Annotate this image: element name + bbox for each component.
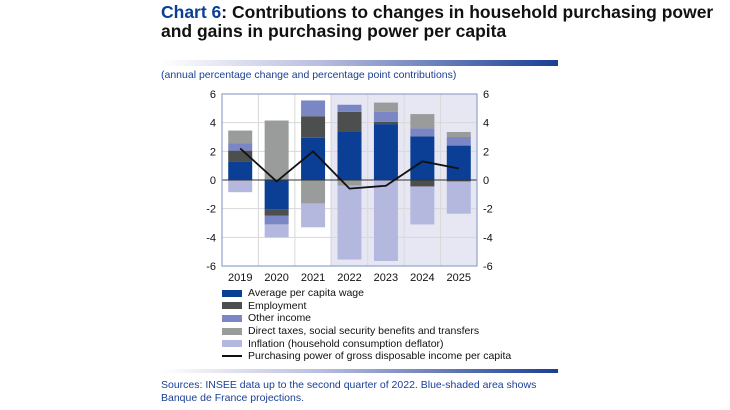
legend-label: Average per capita wage [248, 287, 364, 300]
plot-frame [221, 93, 478, 267]
y-tick-right: 6 [483, 89, 489, 101]
legend-item: Direct taxes, social security benefits a… [222, 325, 511, 338]
y-tick-right: 2 [483, 146, 489, 158]
legend: Average per capita wage Employment Other i… [222, 287, 511, 363]
legend-swatch [222, 340, 242, 348]
bar-segment [410, 114, 435, 129]
bar-segment [446, 181, 471, 214]
bar-segment [337, 180, 362, 186]
bar-segment [446, 145, 471, 180]
legend-swatch [222, 302, 242, 310]
bar-segment [373, 102, 398, 112]
bar-segment [264, 180, 289, 210]
x-tick-label: 2020 [264, 272, 288, 284]
y-tick-left: -4 [206, 232, 216, 244]
bar-segment [410, 186, 435, 225]
legend-item: Employment [222, 300, 511, 313]
legend-item: Other income [222, 312, 511, 325]
y-tick-right: -2 [483, 204, 493, 216]
y-tick-left: 4 [210, 118, 216, 130]
legend-label: Other income [248, 312, 312, 325]
bar-segment [264, 209, 289, 216]
legend-item: Average per capita wage [222, 287, 511, 300]
x-tick-label: 2022 [337, 272, 361, 284]
bar-segment [264, 120, 289, 180]
bar-segment [446, 180, 471, 182]
y-tick-left: 2 [210, 146, 216, 158]
legend-label: Inflation (household consumption deflato… [248, 337, 444, 350]
bar-segment [373, 111, 398, 122]
bar-segment [373, 124, 398, 180]
chart-subtitle: (annual percentage change and percentage… [161, 69, 457, 81]
legend-item: Inflation (household consumption deflato… [222, 337, 511, 350]
bar-segment [301, 180, 326, 204]
x-tick-label: 2021 [301, 272, 325, 284]
legend-label: Direct taxes, social security benefits a… [248, 325, 480, 338]
bar-segment [337, 185, 362, 260]
y-tick-left: 6 [210, 89, 216, 101]
y-tick-left: 0 [210, 175, 216, 187]
title-underline [161, 60, 558, 66]
bar-segment [410, 136, 435, 180]
bar-segment [337, 111, 362, 132]
bar-segment [337, 104, 362, 112]
y-tick-left: -2 [206, 204, 216, 216]
bar-segment [373, 121, 398, 125]
bar-segment [228, 161, 253, 180]
y-tick-right: 4 [483, 118, 489, 130]
legend-label: Employment [248, 299, 307, 312]
bar-segment [301, 203, 326, 228]
bar-segment [228, 150, 253, 162]
bar-segment [373, 180, 398, 261]
y-tick-right: -4 [483, 232, 493, 244]
x-tick-label: 2023 [374, 272, 398, 284]
legend-label: Purchasing power of gross disposable inc… [248, 350, 512, 363]
bar-segment [410, 180, 435, 187]
x-tick-label: 2025 [447, 272, 471, 284]
bar-segment [264, 215, 289, 225]
footer-underline [161, 369, 558, 373]
legend-item: Purchasing power of gross disposable inc… [222, 350, 511, 363]
bar-segment [446, 131, 471, 137]
bar-segment [228, 130, 253, 144]
legend-swatch [222, 327, 242, 335]
legend-swatch [222, 314, 242, 322]
bar-segment [301, 100, 326, 117]
legend-swatch [222, 289, 242, 297]
bar-segment [228, 180, 253, 193]
y-tick-right: 0 [483, 175, 489, 187]
chart-title: Chart 6: Contributions to changes in hou… [161, 3, 730, 41]
legend-line-swatch [222, 355, 242, 358]
sources-note: Sources: INSEE data up to the second qua… [161, 379, 537, 404]
bar-segment [301, 116, 326, 138]
x-tick-label: 2024 [410, 272, 434, 284]
purchasing-power-line [239, 147, 459, 190]
y-tick-left: -6 [206, 261, 216, 273]
bar-segment [337, 131, 362, 180]
bar-segment [446, 137, 471, 146]
bar-segment [228, 143, 253, 151]
x-tick-label: 2019 [228, 272, 252, 284]
chart-number: Chart 6 [161, 2, 222, 22]
y-tick-right: -6 [483, 261, 493, 273]
bar-segment [410, 128, 435, 137]
bar-segment [264, 224, 289, 238]
chart-title-text: : Contributions to changes in household … [161, 2, 714, 41]
